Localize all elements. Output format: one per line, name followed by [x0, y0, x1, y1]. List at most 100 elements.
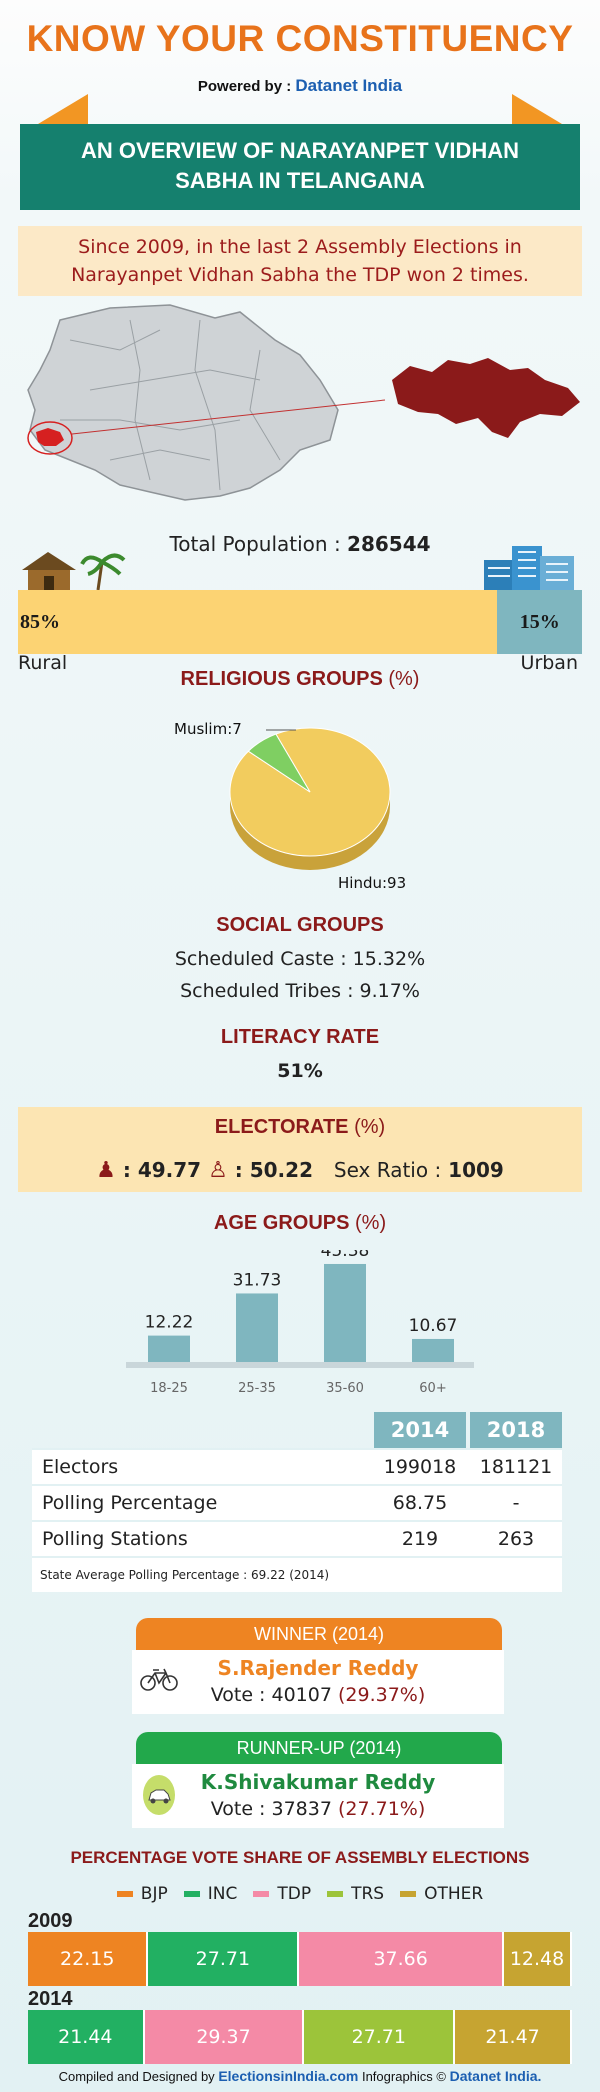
table-row: Polling Percentage 68.75 - — [32, 1484, 562, 1520]
footer: Compiled and Designed by ElectionsinIndi… — [0, 2068, 600, 2084]
electorate-title-text: ELECTORATE — [214, 1116, 349, 1138]
vote-segment-inc: 27.71 — [148, 1932, 300, 1986]
vote-segment-other: 12.48 — [504, 1932, 572, 1986]
vote-segment-other: 21.47 — [455, 2010, 572, 2064]
total-population: Total Population : 286544 — [0, 532, 600, 556]
vote-segment-value: 21.47 — [485, 2026, 540, 2048]
constituency-large-shape — [392, 358, 580, 438]
religious-groups-title-text: RELIGIOUS GROUPS — [180, 668, 383, 690]
vote-segment-value: 22.15 — [60, 1948, 115, 1970]
male-pct: : 49.77 — [122, 1158, 202, 1182]
row-label: Polling Stations — [42, 1528, 188, 1550]
social-groups-title: SOCIAL GROUPS — [216, 914, 384, 936]
table-header-2014: 2014 — [374, 1412, 466, 1448]
legend-item-tdp: TDP — [253, 1884, 311, 1904]
vote-segment-value: 37.66 — [373, 1948, 428, 1970]
age-bar — [236, 1293, 278, 1362]
age-bar-value: 45.38 — [321, 1250, 370, 1261]
row-label: Electors — [42, 1456, 119, 1478]
bicycle-icon — [140, 1666, 178, 1696]
row-value-2018: - — [512, 1492, 520, 1514]
winner-year: (2014) — [331, 1624, 385, 1644]
row-value-2018: 263 — [497, 1528, 535, 1550]
legend-swatch — [400, 1891, 417, 1897]
election-stats-table: 2014 2018 Electors 199018 181121 Polling… — [32, 1412, 562, 1592]
total-population-label: Total Population : — [169, 532, 341, 556]
urban-building-icon — [478, 540, 582, 598]
vote-share-bar-2014: 21.44 29.37 27.71 21.47 — [28, 2010, 572, 2064]
winner-box: S.Rajender Reddy Vote : 40107 (29.37%) — [132, 1650, 504, 1714]
legend-item-bjp: BJP — [116, 1884, 168, 1904]
row-label: Polling Percentage — [42, 1492, 218, 1514]
vote-segment-value: 27.71 — [351, 2026, 406, 2048]
legend-item-inc: INC — [183, 1884, 238, 1904]
powered-by-label: Powered by : — [197, 78, 292, 95]
age-bar — [412, 1338, 454, 1362]
literacy-value: 51% — [277, 1060, 323, 1082]
page-title: KNOW YOUR CONSTITUENCY — [26, 18, 574, 59]
ribbon-fold-left — [38, 94, 88, 124]
runner-up-header: RUNNER-UP (2014) — [136, 1732, 502, 1764]
footer-brand: Datanet India. — [449, 2068, 542, 2084]
year-label-2009: 2009 — [28, 1910, 73, 1932]
legend-label: INC — [207, 1884, 238, 1904]
footer-compiled: Compiled and Designed by — [58, 2069, 215, 2084]
electorate-box — [18, 1107, 582, 1192]
telangana-map — [0, 300, 600, 515]
legend-label: TDP — [277, 1884, 312, 1904]
overview-line-2: SABHA IN TELANGANA — [175, 168, 425, 193]
runner-up-box: K.Shivakumar Reddy Vote : 37837 (27.71%) — [132, 1764, 504, 1828]
urban-label: Urban — [520, 652, 578, 674]
footer-infographics: Infographics © — [361, 2069, 446, 2084]
age-bar-chart: 12.22 18-25 31.73 25-35 45.38 35-60 10.67 60+ — [126, 1250, 474, 1396]
age-bar-value: 12.22 — [145, 1313, 194, 1333]
pie-label-hindu: Hindu:93 — [338, 874, 407, 892]
vote-segment-bjp: 22.15 — [28, 1932, 149, 1986]
rural-hut-icon — [18, 548, 138, 596]
female-pct: : 50.22 — [234, 1158, 313, 1182]
vote-segment-value: 12.48 — [509, 1948, 565, 1970]
vote-segment-trs: 27.71 — [304, 2010, 456, 2064]
legend-swatch — [183, 1891, 200, 1897]
age-groups-title: AGE GROUPS (%) — [0, 1212, 600, 1235]
age-category-label: 18-25 — [150, 1381, 188, 1396]
literacy-title: LITERACY RATE — [220, 1026, 380, 1048]
sex-ratio-value: 1009 — [448, 1158, 504, 1182]
vote-segment-tdp: 29.37 — [144, 2010, 305, 2064]
winner-vote-label: Vote : 40107 — [210, 1684, 332, 1706]
row-value-2014: 68.75 — [392, 1492, 448, 1514]
vote-share-bar-2009: 22.15 27.71 37.66 12.48 — [28, 1932, 572, 1986]
winner-vote: Vote : 40107 (29.37%) — [132, 1684, 504, 1706]
winner-name: S.Rajender Reddy — [217, 1656, 419, 1680]
row-value-2014: 199018 — [383, 1456, 457, 1478]
table-header-2018: 2018 — [470, 1412, 562, 1448]
table-row: Polling Stations 219 263 — [32, 1520, 562, 1556]
since-box: Since 2009, in the last 2 Assembly Elect… — [18, 226, 582, 296]
scheduled-tribes: Scheduled Tribes : 9.17% — [180, 980, 420, 1002]
age-bar — [148, 1335, 190, 1362]
runner-up-year: (2014) — [349, 1738, 402, 1758]
runner-up-title: RUNNER-UP — [236, 1738, 345, 1758]
table-header: 2014 2018 — [32, 1412, 562, 1448]
state-map-outline — [27, 304, 339, 501]
male-icon: ♟ — [96, 1158, 116, 1183]
urban-share-bar: 15% — [497, 590, 582, 654]
age-category-label: 25-35 — [238, 1381, 276, 1396]
age-bar-value: 31.73 — [233, 1270, 282, 1290]
runner-up-vote: Vote : 37837 (27.71%) — [132, 1798, 504, 1820]
runner-up-name: K.Shivakumar Reddy — [200, 1770, 436, 1794]
legend-label: BJP — [140, 1884, 168, 1904]
age-category-label: 35-60 — [326, 1381, 364, 1396]
pie-label-muslim: Muslim:7 — [174, 720, 242, 738]
table-row: Electors 199018 181121 — [32, 1448, 562, 1484]
runner-up-vote-label: Vote : 37837 — [210, 1798, 332, 1820]
rural-share-value: 85% — [20, 610, 60, 633]
age-bar-value: 10.67 — [409, 1316, 458, 1336]
urban-share-value: 15% — [519, 610, 560, 633]
total-population-value: 286544 — [347, 532, 431, 556]
state-average-note: State Average Polling Percentage : 69.22… — [32, 1556, 562, 1592]
winner-vote-pct: (29.37%) — [337, 1684, 426, 1706]
religion-pie-chart: Muslim:7 Hindu:93 — [150, 712, 470, 902]
ribbon-fold-right — [512, 94, 562, 124]
legend-swatch — [116, 1891, 133, 1897]
